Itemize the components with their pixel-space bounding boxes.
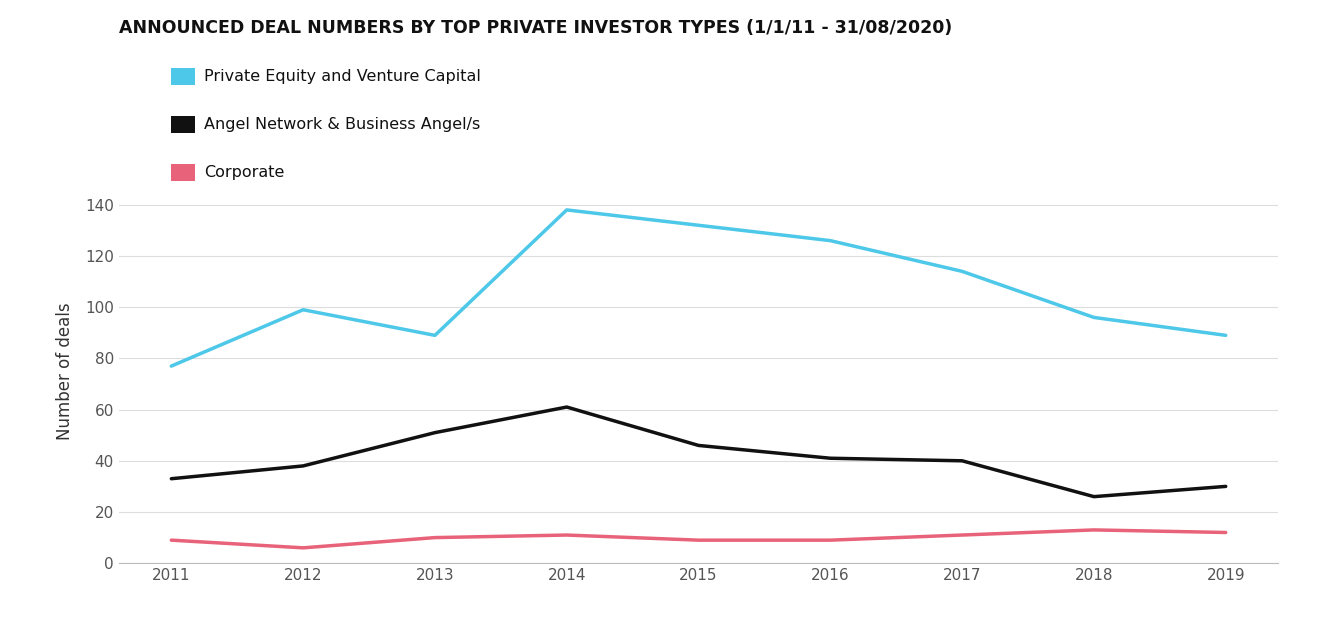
Line: Corporate: Corporate xyxy=(171,530,1226,548)
Private Equity and Venture Capital xyxy=(822,237,838,244)
Text: Private Equity and Venture Capital: Private Equity and Venture Capital xyxy=(204,69,481,84)
Corporate xyxy=(559,531,575,539)
Angel Network & Business Angel/s xyxy=(1218,483,1234,490)
Angel Network & Business Angel/s xyxy=(691,442,706,449)
Text: Angel Network & Business Angel/s: Angel Network & Business Angel/s xyxy=(204,117,481,132)
Angel Network & Business Angel/s xyxy=(1086,493,1102,500)
Private Equity and Venture Capital xyxy=(163,362,179,370)
Private Equity and Venture Capital xyxy=(295,306,311,314)
Corporate xyxy=(163,536,179,544)
Private Equity and Venture Capital xyxy=(1086,314,1102,321)
Line: Private Equity and Venture Capital: Private Equity and Venture Capital xyxy=(171,210,1226,366)
Corporate xyxy=(1218,529,1234,536)
Text: ANNOUNCED DEAL NUMBERS BY TOP PRIVATE INVESTOR TYPES (1/1/11 - 31/08/2020): ANNOUNCED DEAL NUMBERS BY TOP PRIVATE IN… xyxy=(119,19,952,37)
Private Equity and Venture Capital xyxy=(954,268,970,275)
Private Equity and Venture Capital xyxy=(691,221,706,229)
Corporate xyxy=(822,536,838,544)
Angel Network & Business Angel/s xyxy=(295,462,311,470)
Corporate xyxy=(954,531,970,539)
Angel Network & Business Angel/s xyxy=(427,429,443,436)
Corporate xyxy=(1086,526,1102,534)
Private Equity and Venture Capital xyxy=(1218,332,1234,339)
Angel Network & Business Angel/s xyxy=(954,457,970,465)
Text: Corporate: Corporate xyxy=(204,165,285,180)
Corporate xyxy=(427,534,443,541)
Angel Network & Business Angel/s xyxy=(822,454,838,462)
Angel Network & Business Angel/s xyxy=(559,403,575,411)
Private Equity and Venture Capital xyxy=(427,332,443,339)
Line: Angel Network & Business Angel/s: Angel Network & Business Angel/s xyxy=(171,407,1226,497)
Corporate xyxy=(295,544,311,552)
Y-axis label: Number of deals: Number of deals xyxy=(55,302,74,440)
Angel Network & Business Angel/s xyxy=(163,475,179,483)
Corporate xyxy=(691,536,706,544)
Private Equity and Venture Capital xyxy=(559,206,575,214)
